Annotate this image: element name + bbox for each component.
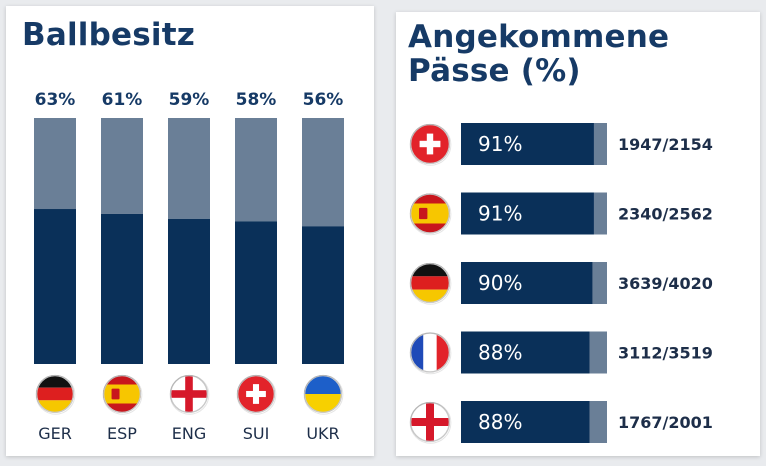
pass-completion-bar [461,262,593,304]
pass-completion-bar [461,331,590,374]
england-flag-icon [409,401,452,444]
germany-flag-icon [409,262,452,305]
possession-remainder-bar [34,118,76,210]
possession-bar [34,209,76,364]
spain-flag-icon [409,193,452,236]
pass-ratio-label: 2340/2562 [618,205,713,224]
spain-flag-icon [102,374,143,415]
switzerland-flag-icon [409,123,452,166]
pass-ratio-label: 3112/3519 [618,344,713,363]
completed-passes-card: Angekommene Pässe (%) 91% 1947/2154 91% 234… [396,12,760,456]
pass-ratio-label: 3639/4020 [618,274,713,293]
possession-value-label: 56% [303,90,344,110]
pass-percent-label: 91% [478,202,522,226]
switzerland-flag-icon [236,374,277,415]
completed-passes-chart: 91% 1947/2154 91% 2340/2562 90% 3639/4020 88% 3… [409,123,713,444]
team-code-label: UKR [306,424,339,443]
pass-percent-label: 90% [478,271,522,295]
ball-possession-chart: 63% GER 61% ESP 59% ENG 58% SUI 56% UKR [34,90,344,443]
possession-bar [235,221,277,364]
possession-remainder-bar [101,118,143,214]
possession-value-label: 58% [236,90,277,110]
germany-flag-icon [35,374,76,415]
team-code-label: ENG [172,424,206,443]
possession-bar [168,218,210,364]
possession-value-label: 59% [169,90,210,110]
team-code-label: ESP [107,424,137,443]
pass-percent-label: 88% [478,410,522,434]
ball-possession-title: Ballbesitz [22,17,195,53]
ukraine-flag-icon [303,374,344,415]
possession-bar [302,226,344,364]
possession-remainder-bar [168,118,210,219]
possession-value-label: 63% [35,90,76,110]
ball-possession-card: Ballbesitz 63% GER 61% ESP 59% ENG 58% SUI 56% UK… [6,6,374,456]
pass-percent-label: 91% [478,132,522,156]
pass-percent-label: 88% [478,341,522,365]
team-code-label: GER [38,424,72,443]
france-flag-icon [409,332,452,375]
england-flag-icon [169,374,210,415]
pass-ratio-label: 1947/2154 [618,135,713,154]
pass-completion-bar [461,192,594,235]
possession-remainder-bar [302,118,344,227]
team-code-label: SUI [243,424,270,443]
pass-completion-bar [461,401,590,443]
completed-passes-title: Angekommene Pässe (%) [408,19,670,89]
pass-ratio-label: 1767/2001 [618,413,713,432]
possession-value-label: 61% [102,90,143,110]
possession-bar [101,213,143,364]
pass-completion-bar [461,123,594,165]
possession-remainder-bar [235,118,277,222]
